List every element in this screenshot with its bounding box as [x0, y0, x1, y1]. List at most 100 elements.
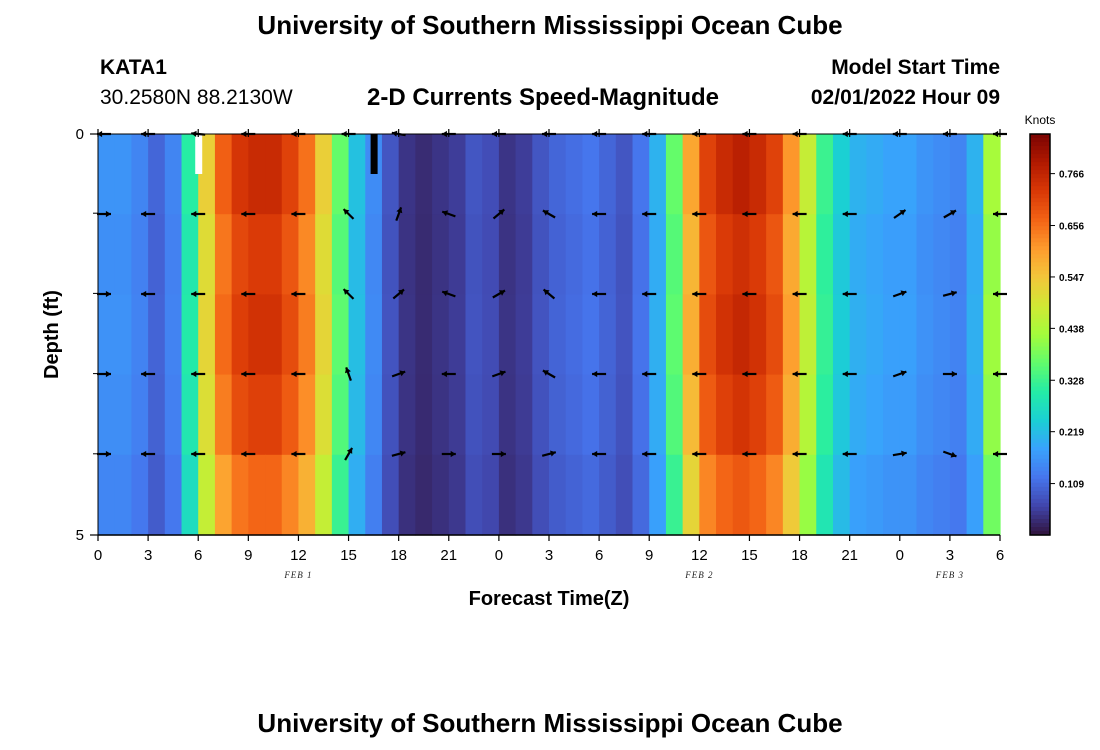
heatmap-cell [398, 294, 416, 376]
heatmap-cell [365, 374, 383, 456]
heatmap-cell [766, 134, 784, 215]
colorbar-strip [1030, 214, 1050, 219]
heatmap-cell [432, 214, 450, 295]
current-arrow [241, 290, 256, 298]
heatmap-cell [565, 374, 583, 456]
colorbar-strip [1030, 206, 1050, 211]
heatmap-cell [448, 454, 467, 536]
heatmap-cell [398, 134, 416, 215]
current-arrow [344, 447, 354, 461]
current-arrow [892, 450, 907, 457]
heatmap-cell [732, 294, 751, 376]
heatmap-cell [498, 374, 517, 456]
heatmap-cell [799, 454, 817, 536]
heatmap-cell [682, 134, 700, 215]
current-arrow [792, 450, 807, 458]
colorbar-strip [1030, 430, 1050, 436]
heatmap-cell [365, 294, 383, 376]
heatmap-cell [599, 134, 617, 215]
station-coordinates: 30.2580N 88.2130W [100, 86, 293, 109]
current-arrow [391, 370, 406, 378]
heatmap-cell [916, 374, 934, 456]
heatmap-cell [214, 374, 233, 456]
heatmap-cell [732, 374, 751, 456]
colorbar-strip [1030, 338, 1050, 344]
current-arrow [742, 210, 757, 218]
x-tick-label: 3 [545, 547, 553, 564]
heatmap-cell [949, 374, 968, 456]
heatmap-cell [415, 134, 433, 215]
heatmap-cell [699, 294, 717, 376]
heatmap-cell [749, 134, 767, 215]
heatmap-cell [98, 374, 116, 456]
heatmap-cell [298, 214, 316, 295]
heatmap-cell [632, 454, 650, 536]
current-arrow [942, 130, 957, 138]
heatmap-cell [164, 134, 183, 215]
heatmap-cell [599, 294, 617, 376]
heatmap-cell [148, 294, 166, 376]
heatmap-cell [415, 214, 433, 295]
current-arrow [542, 209, 556, 219]
current-arrow [291, 210, 306, 218]
heatmap-cell [665, 214, 684, 295]
colorbar-strip [1030, 482, 1050, 488]
current-arrow [692, 370, 707, 378]
current-arrow [141, 210, 156, 218]
current-arrow [792, 370, 807, 378]
colorbar-strip [1030, 454, 1050, 460]
heatmap-cell [482, 214, 500, 295]
heatmap-cell [315, 214, 333, 295]
colorbar-strip [1030, 326, 1050, 332]
colorbar-frame [1029, 133, 1051, 536]
heatmap-cell [432, 134, 450, 215]
colorbar-strip [1030, 370, 1050, 376]
colorbar-strip [1030, 290, 1050, 295]
heatmap-cell [732, 134, 751, 215]
colorbar-strip [1030, 306, 1050, 312]
current-arrow [742, 290, 757, 298]
heatmap-cell [498, 454, 517, 536]
colorbar-strip [1030, 510, 1050, 516]
colorbar-tick-label: 0.328 [1059, 376, 1084, 387]
heatmap-cell [682, 214, 700, 295]
heatmap-cell [281, 374, 300, 456]
current-arrow [993, 370, 1007, 378]
heatmap-cell [432, 374, 450, 456]
heatmap-cell [298, 294, 316, 376]
current-arrow [441, 130, 456, 138]
x-axis-title: Forecast Time(Z) [469, 588, 630, 610]
heatmap-cell [515, 454, 533, 536]
heatmap-cell [181, 294, 199, 376]
heatmap-cell [248, 374, 266, 456]
current-arrow [592, 370, 607, 378]
heatmap-cell [164, 214, 183, 295]
colorbar-strip [1030, 450, 1050, 456]
heatmap-cell [198, 294, 216, 376]
x-tick-label: 3 [946, 547, 954, 564]
heatmap-cell [148, 374, 166, 456]
heatmap-cell [749, 374, 767, 456]
heatmap-cell [816, 454, 834, 536]
colorbar-strip [1030, 182, 1050, 187]
colorbar-strip [1030, 270, 1050, 275]
heatmap-cell [966, 454, 984, 536]
colorbar-strip [1030, 462, 1050, 468]
heatmap-cell [916, 454, 934, 536]
colorbar-strip [1030, 458, 1050, 464]
colorbar-strip [1030, 442, 1050, 448]
colorbar-strip [1030, 438, 1050, 444]
heatmap-cell [114, 214, 132, 295]
x-tick-label: 15 [741, 547, 758, 564]
colorbar-strip [1030, 390, 1050, 396]
colorbar-strip [1030, 250, 1050, 255]
heatmap-cell [348, 134, 366, 215]
heatmap-cell [515, 214, 533, 295]
heatmap-cell [949, 294, 968, 376]
heatmap-cell [198, 454, 216, 536]
colorbar-strip [1030, 282, 1050, 287]
colorbar: Knots 0.766 0.656 0.547 0.438 0.328 0.219 0.109 [1025, 113, 1084, 536]
heatmap-cell [682, 454, 700, 536]
heatmap-cell [98, 454, 116, 536]
heatmap-cell [448, 214, 467, 295]
